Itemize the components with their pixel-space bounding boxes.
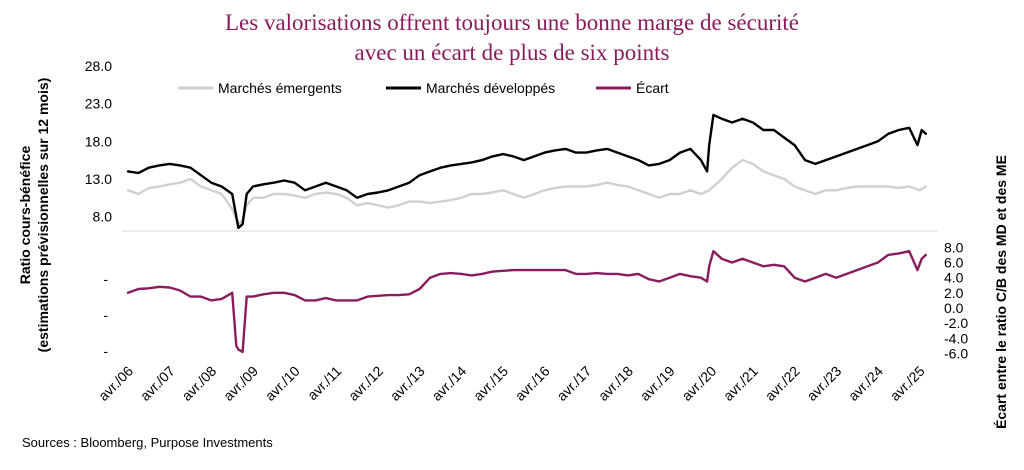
series-line-spread xyxy=(126,249,927,354)
right-tick-label: -4.0 xyxy=(944,330,968,346)
x-tick-label: avr./23 xyxy=(803,363,844,404)
x-tick-label: avr./11 xyxy=(304,363,344,403)
left-tick-dash: - xyxy=(103,271,108,287)
left-tick-dash: - xyxy=(103,307,108,323)
legend-label-spread: Écart xyxy=(636,80,669,96)
x-tick-label: avr./07 xyxy=(137,363,178,404)
x-tick-label: avr./12 xyxy=(345,363,386,404)
left-axis-label-line-2: (estimations prévisionnelles sur 12 mois… xyxy=(35,78,51,353)
right-tick-label: -2.0 xyxy=(944,315,968,331)
x-tick-label: avr./25 xyxy=(887,363,928,404)
right-tick-label: 4.0 xyxy=(944,270,964,286)
x-tick-label: avr./15 xyxy=(470,363,511,404)
x-tick-label: avr./06 xyxy=(95,363,136,404)
chart-title-line-2: avec un écart de plus de six points xyxy=(355,40,670,65)
x-tick-label: avr./09 xyxy=(220,363,261,404)
x-axis-ticks: avr./06 avr./07 avr./08 avr./09 avr./10 avr./… xyxy=(95,363,928,404)
series-line-emerging xyxy=(126,158,927,226)
series-line-developed xyxy=(126,113,927,230)
x-tick-label: avr./24 xyxy=(845,363,886,404)
x-tick-label: avr./14 xyxy=(428,363,469,404)
x-tick-label: avr./22 xyxy=(762,363,803,404)
left-axis-label-line-1: Ratio cours-bénéfice xyxy=(17,146,33,285)
x-tick-label: avr./08 xyxy=(178,363,219,404)
x-tick-label: avr./19 xyxy=(637,363,678,404)
x-tick-label: avr./13 xyxy=(387,363,428,404)
x-tick-label: avr./18 xyxy=(595,363,636,404)
right-tick-label: 2.0 xyxy=(944,285,964,301)
right-tick-label: 8.0 xyxy=(944,239,964,255)
x-tick-label: avr./21 xyxy=(720,363,761,404)
right-tick-label: 6.0 xyxy=(944,255,964,271)
series-layer xyxy=(126,113,927,354)
left-tick-label: 18.0 xyxy=(85,133,112,149)
left-tick-dash: - xyxy=(103,343,108,359)
right-axis-label: Écart entre le ratio C/B des MD et des M… xyxy=(993,155,1009,429)
left-tick-label: 28.0 xyxy=(85,58,112,74)
chart-title-line-1: Les valorisations offrent toujours une b… xyxy=(225,10,799,35)
left-tick-label: 8.0 xyxy=(93,209,113,225)
right-tick-label: 0.0 xyxy=(944,300,964,316)
legend-label-developed: Marchés développés xyxy=(426,80,555,96)
x-tick-label: avr./16 xyxy=(512,363,553,404)
x-tick-label: avr./20 xyxy=(678,363,719,404)
x-tick-label: avr./17 xyxy=(553,363,594,404)
left-axis-ticks: 28.0 23.0 18.0 13.0 8.0 - - - xyxy=(85,58,112,359)
legend: Marchés émergents Marchés développés Éca… xyxy=(178,80,669,96)
right-tick-label: -6.0 xyxy=(944,345,968,361)
left-tick-label: 23.0 xyxy=(85,96,112,112)
right-axis-ticks: 8.06.04.02.00.0-2.0-4.0-6.0 xyxy=(944,239,968,361)
legend-label-emerging: Marchés émergents xyxy=(218,80,342,96)
source-note: Sources : Bloomberg, Purpose Investments xyxy=(22,435,273,450)
x-tick-label: avr./10 xyxy=(262,363,303,404)
left-tick-label: 13.0 xyxy=(85,171,112,187)
